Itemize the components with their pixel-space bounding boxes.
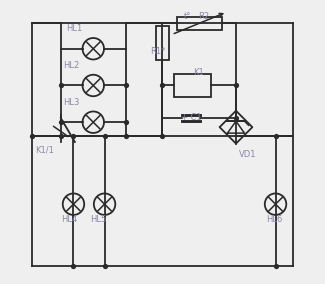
Text: R2: R2 (198, 12, 209, 21)
Text: + C1: + C1 (181, 114, 202, 122)
Text: HL3: HL3 (64, 98, 80, 107)
Text: HL2: HL2 (64, 61, 80, 70)
Bar (174, 74, 211, 97)
Text: K1: K1 (194, 68, 204, 77)
Text: HL4: HL4 (61, 216, 77, 224)
Bar (176, 17, 222, 30)
Text: t°: t° (184, 12, 191, 21)
Text: HL6: HL6 (266, 216, 282, 224)
Text: HL1: HL1 (66, 24, 83, 33)
Text: K1/1: K1/1 (35, 146, 54, 155)
Text: VD1: VD1 (239, 150, 256, 159)
Text: R1*: R1* (150, 47, 165, 56)
Text: HL5: HL5 (90, 216, 107, 224)
Bar (156, 26, 169, 60)
